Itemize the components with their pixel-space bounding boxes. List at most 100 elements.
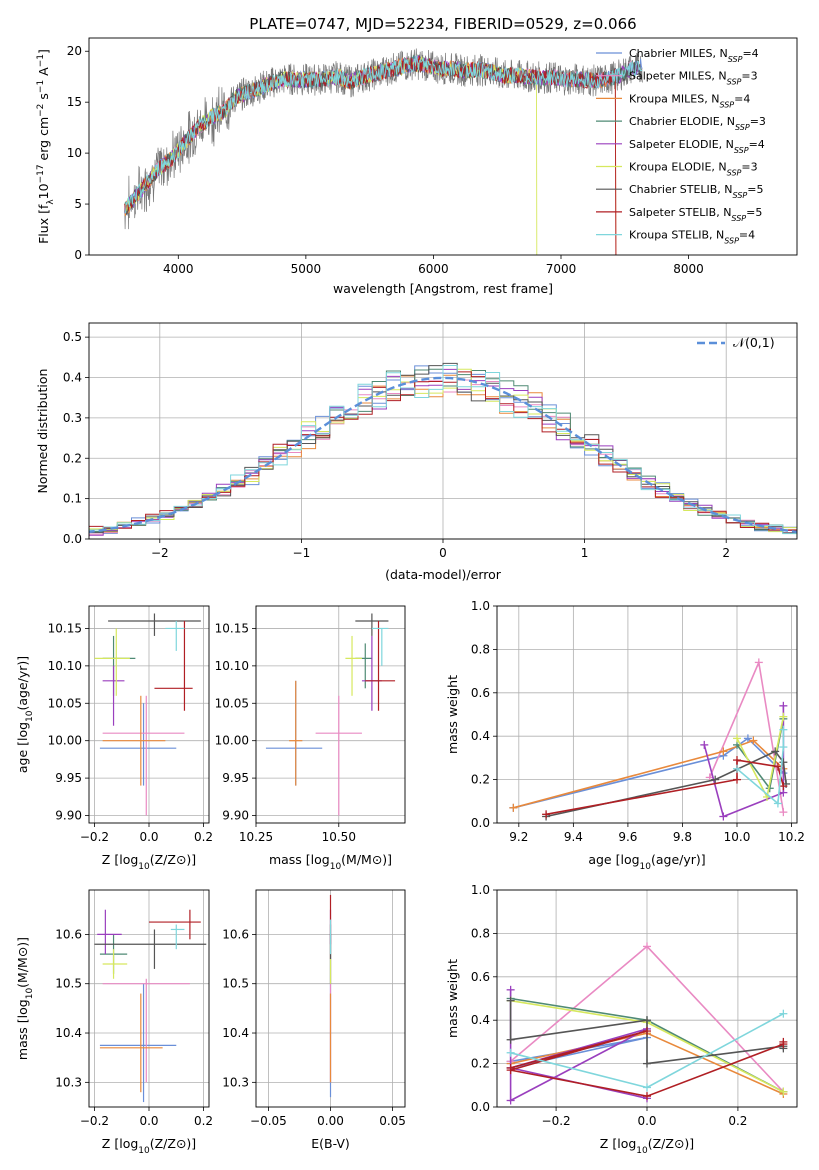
y-tick-label: 20 [67, 44, 82, 58]
y-tick-label: 10.4 [55, 1026, 82, 1040]
x-tick-label: −1 [293, 546, 311, 560]
x-tick-label: 0.05 [379, 1114, 406, 1128]
series-marker [643, 1016, 651, 1025]
y-label-part: 10 [36, 183, 51, 199]
y-label-part: ] [36, 49, 51, 54]
legend-text: =3 [741, 70, 757, 83]
label-part: (M/M⊙)] [15, 937, 30, 988]
y-tick-label: 0.2 [471, 773, 490, 787]
label-part: E(B-V) [311, 1136, 350, 1151]
series-marker [643, 1083, 651, 1092]
x-tick-label: 10.2 [778, 830, 805, 844]
legend-entry: Kroupa MILES, NSSP=4 [629, 92, 750, 109]
legend-entry: Chabrier STELIB, NSSP=5 [629, 183, 763, 200]
series-marker [719, 747, 728, 756]
x-axis-label: mass [log10(M/M⊙)] [269, 852, 392, 872]
label-part: age [ [588, 852, 620, 867]
y-tick-label: 10.3 [222, 1075, 249, 1089]
error-bars [265, 613, 396, 816]
normal-reference-curve [89, 376, 797, 534]
label-part: log [15, 999, 30, 1018]
y-tick-label: 10.6 [55, 927, 82, 941]
legend-text: =5 [746, 206, 762, 219]
label-part: log [620, 852, 639, 867]
y-label-part: −2 [36, 104, 46, 117]
legend-entry: Kroupa ELODIE, NSSP=3 [629, 161, 758, 178]
y-tick-label: 10.00 [215, 734, 249, 748]
series-marker [779, 701, 788, 710]
y-tick-label: 0.0 [471, 816, 490, 830]
y-tick-label: 0.4 [471, 729, 490, 743]
legend-entry: Kroupa STELIB, NSSP=4 [629, 229, 755, 246]
x-tick-label: 0.2 [194, 1114, 213, 1128]
mass_vs_Z-panel: −0.2 0.0 0.210.310.410.510.6Z [log10(Z/Z⊙)… [15, 889, 213, 1156]
x-tick-label: −2 [151, 546, 169, 560]
error-bar [149, 909, 201, 940]
legend-subscript: SSP [719, 100, 734, 109]
weight-lines [509, 658, 791, 821]
series-marker [506, 996, 515, 1005]
y-tick-label: 1.0 [471, 599, 490, 613]
y-tick-label: 0 [74, 248, 82, 262]
series-marker [733, 775, 741, 784]
x-tick-label: 0.00 [317, 1114, 344, 1128]
y-label-part: −1 [36, 54, 46, 67]
label-part: Z [ [102, 1136, 119, 1151]
y-tick-label: 10.15 [48, 621, 82, 635]
x-tick-label: 0.0 [139, 1114, 158, 1128]
x-tick-label: 4000 [163, 262, 194, 276]
label-part: Z [ [102, 852, 119, 867]
legend-subscript: SSP [733, 191, 748, 200]
y-tick-label: 10.15 [215, 621, 249, 635]
y-tick-label: 9.90 [222, 809, 249, 823]
legend-text: =4 [749, 138, 765, 151]
y-tick-label: 10.6 [222, 927, 249, 941]
y-tick-label: 10.05 [215, 696, 249, 710]
error-bar [94, 929, 207, 969]
label-part: (Z/Z⊙)] [150, 852, 196, 867]
series-marker [779, 782, 788, 791]
legend-entry: Salpeter STELIB, NSSP=5 [629, 206, 762, 223]
series-marker [779, 712, 788, 721]
legend-subscript: SSP [727, 77, 742, 86]
series-marker [733, 764, 741, 773]
y-tick-label: 10.10 [48, 659, 82, 673]
series-marker [643, 1092, 651, 1101]
x-axis-label: Z [log10(Z/Z⊙)] [102, 1136, 196, 1156]
y-tick-label: 0.6 [471, 970, 490, 984]
spectrum-lines [124, 48, 643, 255]
label-part: (age/yr)] [651, 852, 706, 867]
error-bar [345, 635, 362, 696]
y-tick-label: 0.5 [63, 330, 82, 344]
series-marker [779, 1087, 788, 1096]
series-marker [506, 985, 515, 994]
label-part: mass [ [15, 1018, 30, 1060]
x-tick-label: 9.4 [564, 830, 583, 844]
model-spectrum-line [124, 54, 643, 214]
series-marker [771, 747, 780, 756]
y-tick-label: 0.8 [471, 926, 490, 940]
series-marker [643, 1027, 651, 1036]
y-label-part: Flux [f [36, 204, 51, 244]
x-tick-label: −0.05 [250, 1114, 287, 1128]
y-tick-label: 10 [67, 146, 82, 160]
legend-text: Kroupa MILES, N [629, 92, 719, 105]
y-tick-label: 9.95 [222, 771, 249, 785]
x-tick-label: 10.25 [239, 830, 273, 844]
x-tick-label: 1 [581, 546, 589, 560]
error-bar [102, 695, 185, 816]
series-marker [743, 734, 752, 743]
label-part: (age/yr)] [15, 656, 30, 711]
legend-text: =3 [750, 115, 766, 128]
legend-entry: 𝒩(0,1) [733, 335, 775, 350]
y-tick-label: 10.10 [215, 659, 249, 673]
x-tick-label: 7000 [546, 262, 577, 276]
x-tick-label: 0.2 [728, 1114, 747, 1128]
x-axis-label: E(B-V) [311, 1136, 350, 1151]
label-part: (Z/Z⊙)] [648, 1136, 694, 1151]
error-bar [170, 924, 185, 950]
y-tick-label: 15 [67, 95, 82, 109]
error-bar [154, 620, 193, 711]
y-label-part: −17 [36, 164, 46, 183]
label-part: log [311, 852, 330, 867]
